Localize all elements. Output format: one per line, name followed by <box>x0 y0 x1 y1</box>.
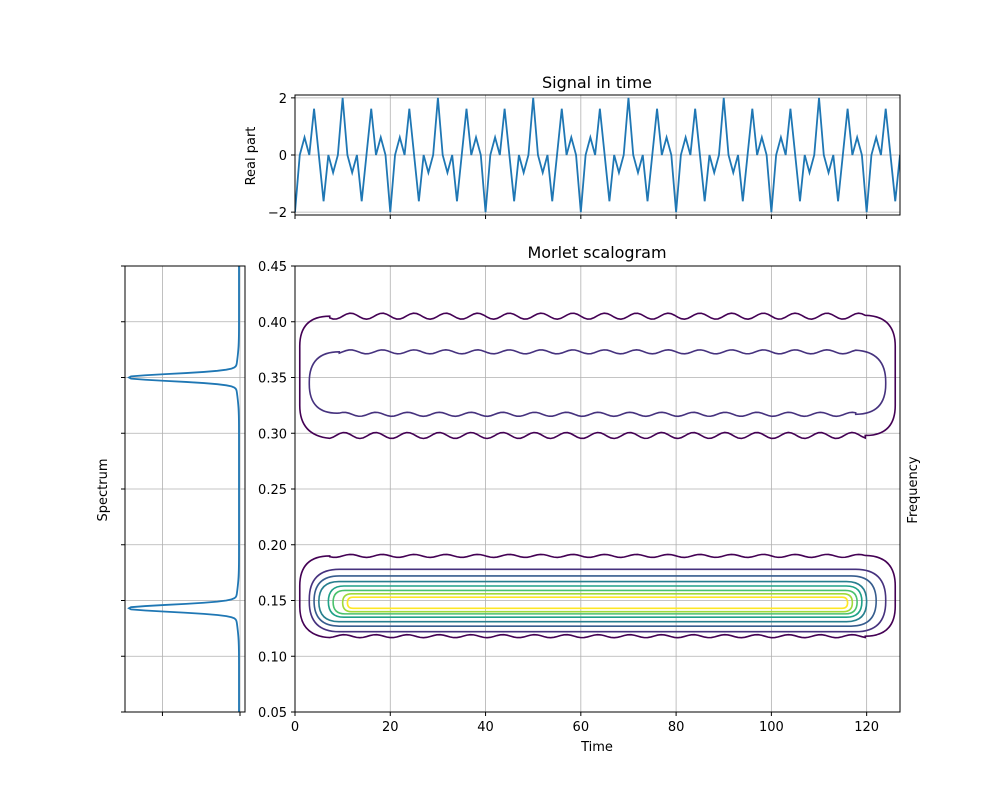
signal-ticks: −2 0 2 <box>268 92 868 221</box>
spectrum-axes: Spectrum <box>96 265 246 716</box>
contour-line-band1-level0 <box>298 312 897 440</box>
contour-line-band0-level0 <box>298 553 897 639</box>
scalogram-ticks: 0 20 40 60 80 100 120 0.05 0.10 0.15 0.20 0.25 0.30 0… <box>258 260 879 735</box>
contour-line-band0-level6 <box>341 593 854 613</box>
signal-ytick-label: 0 <box>279 149 287 164</box>
contour-line-band0-level3 <box>318 580 868 623</box>
scalogram-xlabel: Time <box>580 740 613 755</box>
scalogram-ytick-label: 0.20 <box>258 539 287 554</box>
contour-line-band1-level1 <box>308 349 887 418</box>
scalogram-xtick-label: 20 <box>382 720 399 735</box>
scalogram-ytick-label: 0.05 <box>258 706 287 721</box>
scalogram-ytick-label: 0.25 <box>258 483 287 498</box>
scalogram-ytick-label: 0.10 <box>258 650 287 665</box>
scalogram-ytick-label: 0.15 <box>258 595 287 610</box>
scalogram-xtick-label: 120 <box>854 720 879 735</box>
signal-axes: −2 0 2 Signal in time Real part <box>244 73 901 221</box>
scalogram-xtick-label: 0 <box>291 720 299 735</box>
scalogram-grid <box>294 265 900 713</box>
scalogram-ytick-label: 0.45 <box>258 260 287 275</box>
scalogram-ytick-label: 0.35 <box>258 372 287 387</box>
contour-line-band0-level4 <box>327 585 863 619</box>
scalogram-xtick-label: 100 <box>759 720 784 735</box>
spectrum-ticks <box>121 265 241 716</box>
spectrum-line <box>127 266 240 712</box>
scalogram-ytick-label: 0.40 <box>258 316 287 331</box>
contour-line-band0-level1 <box>308 568 887 633</box>
signal-ytick-label: −2 <box>268 206 287 221</box>
scalogram-xtick-label: 40 <box>477 720 494 735</box>
contour-line-band0-level7 <box>346 596 849 610</box>
scalogram-xtick-label: 80 <box>668 720 685 735</box>
contour-line-band0-level5 <box>332 589 858 615</box>
signal-title: Signal in time <box>542 73 652 92</box>
scalogram-title: Morlet scalogram <box>527 243 666 262</box>
signal-line <box>295 97 900 213</box>
signal-ytick-label: 2 <box>279 92 287 107</box>
scalogram-axes: 0 20 40 60 80 100 120 0.05 0.10 0.15 0.20 0.25 0.30 0… <box>258 243 921 755</box>
signal-ylabel: Real part <box>244 127 259 186</box>
contour-line-band0-level2 <box>313 575 877 627</box>
spectrum-ylabel: Spectrum <box>96 459 111 522</box>
scalogram-ylabel: Frequency <box>906 456 921 523</box>
scalogram-ytick-label: 0.30 <box>258 427 287 442</box>
scalogram-contours <box>298 312 897 639</box>
scalogram-xtick-label: 60 <box>573 720 590 735</box>
